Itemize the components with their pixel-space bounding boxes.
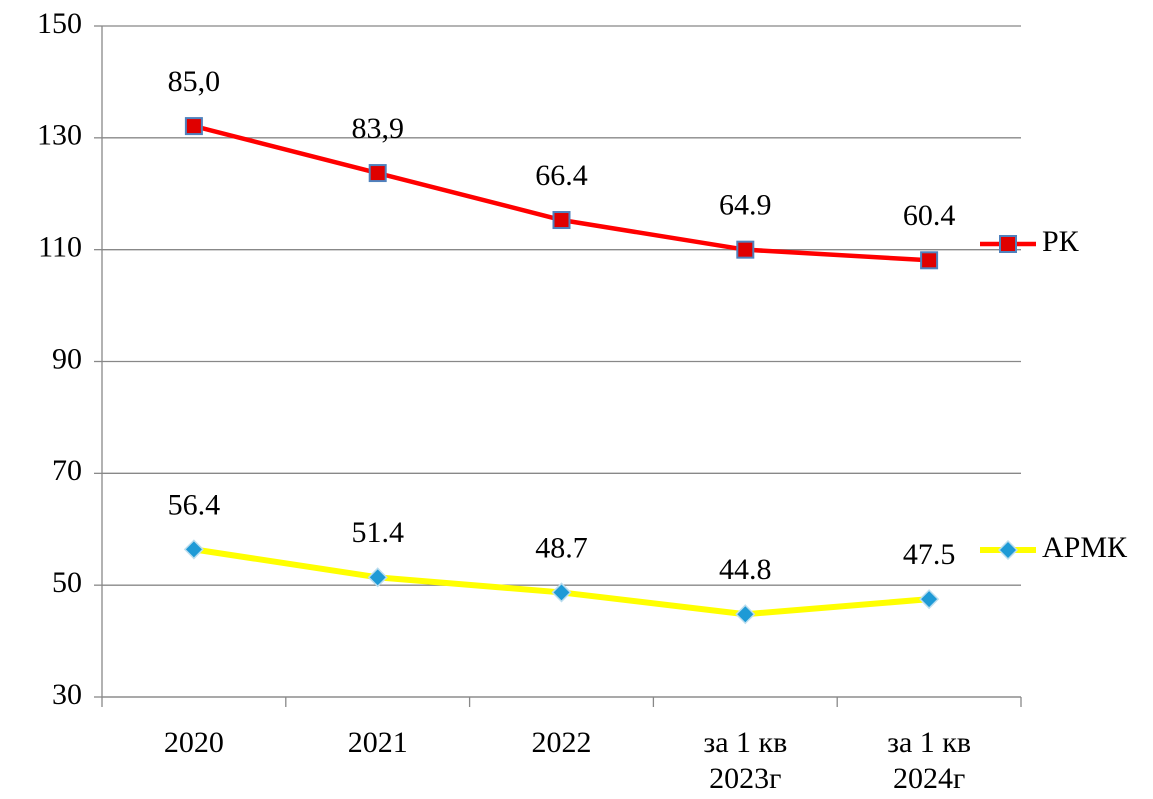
data-label: 56.4 (168, 488, 221, 521)
y-tick-label: 110 (38, 231, 82, 264)
y-tick-label: 130 (37, 119, 82, 152)
data-point (367, 567, 388, 588)
y-tick-label: 70 (52, 454, 82, 487)
y-tick-label: 50 (52, 566, 82, 599)
y-tick-label: 90 (52, 342, 82, 375)
legend-label: РК (1042, 225, 1080, 258)
x-tick-label: за 1 кв 2023г (703, 726, 788, 795)
data-label: 60.4 (903, 199, 956, 232)
x-tick-label: 2021 (347, 726, 408, 759)
legend-marker (997, 539, 1019, 561)
y-tick-label: 150 (37, 7, 82, 40)
data-label: 51.4 (351, 516, 404, 549)
y-tick-label: 30 (52, 678, 82, 711)
data-label: 48.7 (535, 531, 588, 564)
data-point (920, 251, 939, 270)
x-tick-label: 2022 (531, 726, 592, 759)
data-point (552, 211, 571, 230)
data-point (736, 240, 755, 259)
data-label: 66.4 (535, 159, 588, 192)
data-point (919, 589, 940, 610)
legend-label: АРМК (1042, 531, 1128, 564)
data-point (184, 117, 203, 136)
data-label: 85,0 (168, 65, 221, 98)
x-tick-label: 2020 (163, 726, 224, 759)
legend-marker (999, 235, 1017, 253)
data-label: 47.5 (903, 538, 956, 571)
data-label: 83,9 (351, 112, 404, 145)
data-point (183, 539, 204, 560)
data-label: 44.8 (719, 553, 772, 586)
series-line (193, 123, 930, 263)
data-point (368, 164, 387, 183)
data-label: 64.9 (719, 189, 772, 222)
data-point (735, 604, 756, 625)
data-point (551, 582, 572, 603)
x-tick-label: за 1 кв 2024г (887, 726, 972, 795)
